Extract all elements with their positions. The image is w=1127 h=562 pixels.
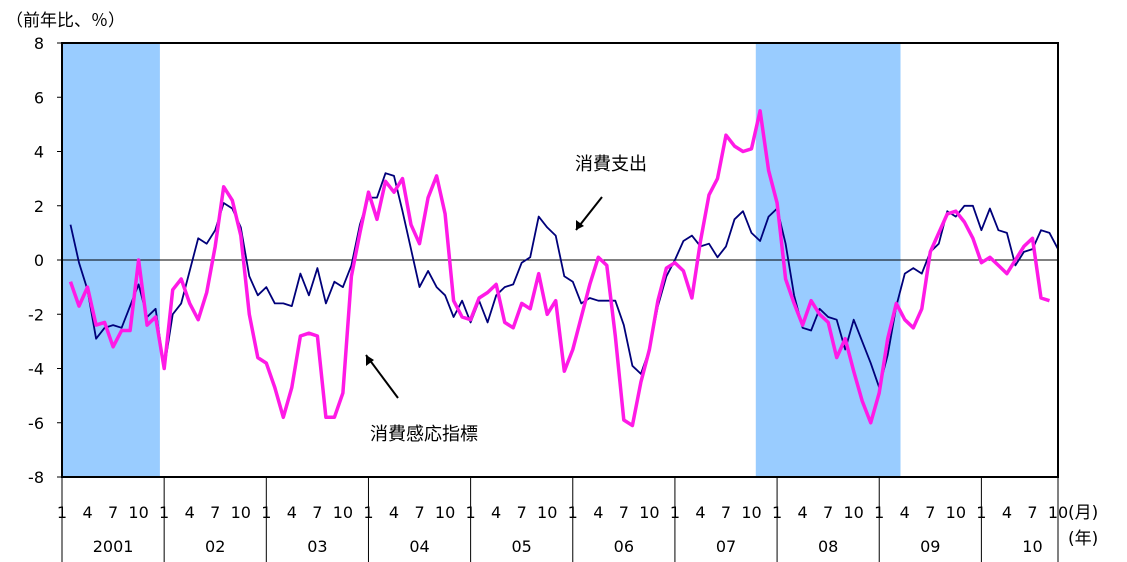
arrowhead-consumption-expenditure [576, 220, 584, 230]
x-month-label: 10 [639, 503, 659, 522]
x-month-label: 4 [287, 503, 297, 522]
arrow-consumption-sensitive-index [365, 354, 399, 399]
x-month-label: 10 [844, 503, 864, 522]
x-unit-year: (年) [1068, 529, 1098, 549]
x-unit-month: (月) [1068, 503, 1098, 523]
x-month-label: 10 [128, 503, 148, 522]
annotation-consumption-sensitive-index: 消費感応指標 [370, 424, 478, 445]
x-year-label: 06 [614, 537, 634, 556]
x-month-label: 7 [210, 503, 220, 522]
y-tick-label: -4 [28, 360, 44, 379]
x-year-label: 2001 [93, 537, 134, 556]
x-month-label: 7 [517, 503, 527, 522]
x-year-label: 07 [716, 537, 736, 556]
x-month-label: 10 [741, 503, 761, 522]
y-tick-label: 6 [34, 88, 44, 107]
x-year-label: 09 [920, 537, 940, 556]
series-line-1 [69, 172, 1059, 389]
x-month-label: 4 [491, 503, 501, 522]
x-month-label: 7 [619, 503, 629, 522]
x-month-label: 10 [435, 503, 455, 522]
x-year-label: 05 [512, 537, 532, 556]
x-month-label: 7 [108, 503, 118, 522]
x-month-label: 4 [900, 503, 910, 522]
y-tick-label: -8 [28, 468, 44, 487]
y-tick-label: 4 [34, 143, 44, 162]
x-month-label: 4 [798, 503, 808, 522]
y-tick-label: 2 [34, 197, 44, 216]
x-month-label: 7 [925, 503, 935, 522]
annotation-consumption-expenditure: 消費支出 [575, 154, 647, 175]
x-month-label: 7 [721, 503, 731, 522]
x-year-label: 02 [205, 537, 225, 556]
x-month-label: 7 [414, 503, 424, 522]
x-month-label: 10 [946, 503, 966, 522]
x-month-label: 7 [823, 503, 833, 522]
y-tick-label: 8 [34, 34, 44, 53]
x-month-label: 4 [695, 503, 705, 522]
x-month-label: 4 [185, 503, 195, 522]
x-month-label: 4 [593, 503, 603, 522]
y-tick-label: -6 [28, 414, 44, 433]
x-year-label: 03 [307, 537, 327, 556]
x-year-label: 10 [1022, 537, 1042, 556]
y-tick-label: -2 [28, 305, 44, 324]
y-axis: 8 6 4 2 0 -2 -4 -6 -8 [28, 34, 62, 487]
x-month-label: 10 [333, 503, 353, 522]
x-month-label: 4 [389, 503, 399, 522]
y-tick-label: 0 [34, 251, 44, 270]
arrowhead-consumption-sensitive-index [366, 355, 374, 366]
x-month-label: 4 [1002, 503, 1012, 522]
x-month-label: 7 [1027, 503, 1037, 522]
x-month-label: 7 [312, 503, 322, 522]
series-lines [68, 109, 1059, 428]
x-year-label: 08 [818, 537, 838, 556]
x-year-label: 04 [409, 537, 429, 556]
y-unit-label: （前年比、％） [6, 11, 125, 31]
series-line-2 [68, 109, 1051, 428]
x-month-label: 4 [82, 503, 92, 522]
x-month-label: 10 [537, 503, 557, 522]
x-month-label: 10 [231, 503, 251, 522]
